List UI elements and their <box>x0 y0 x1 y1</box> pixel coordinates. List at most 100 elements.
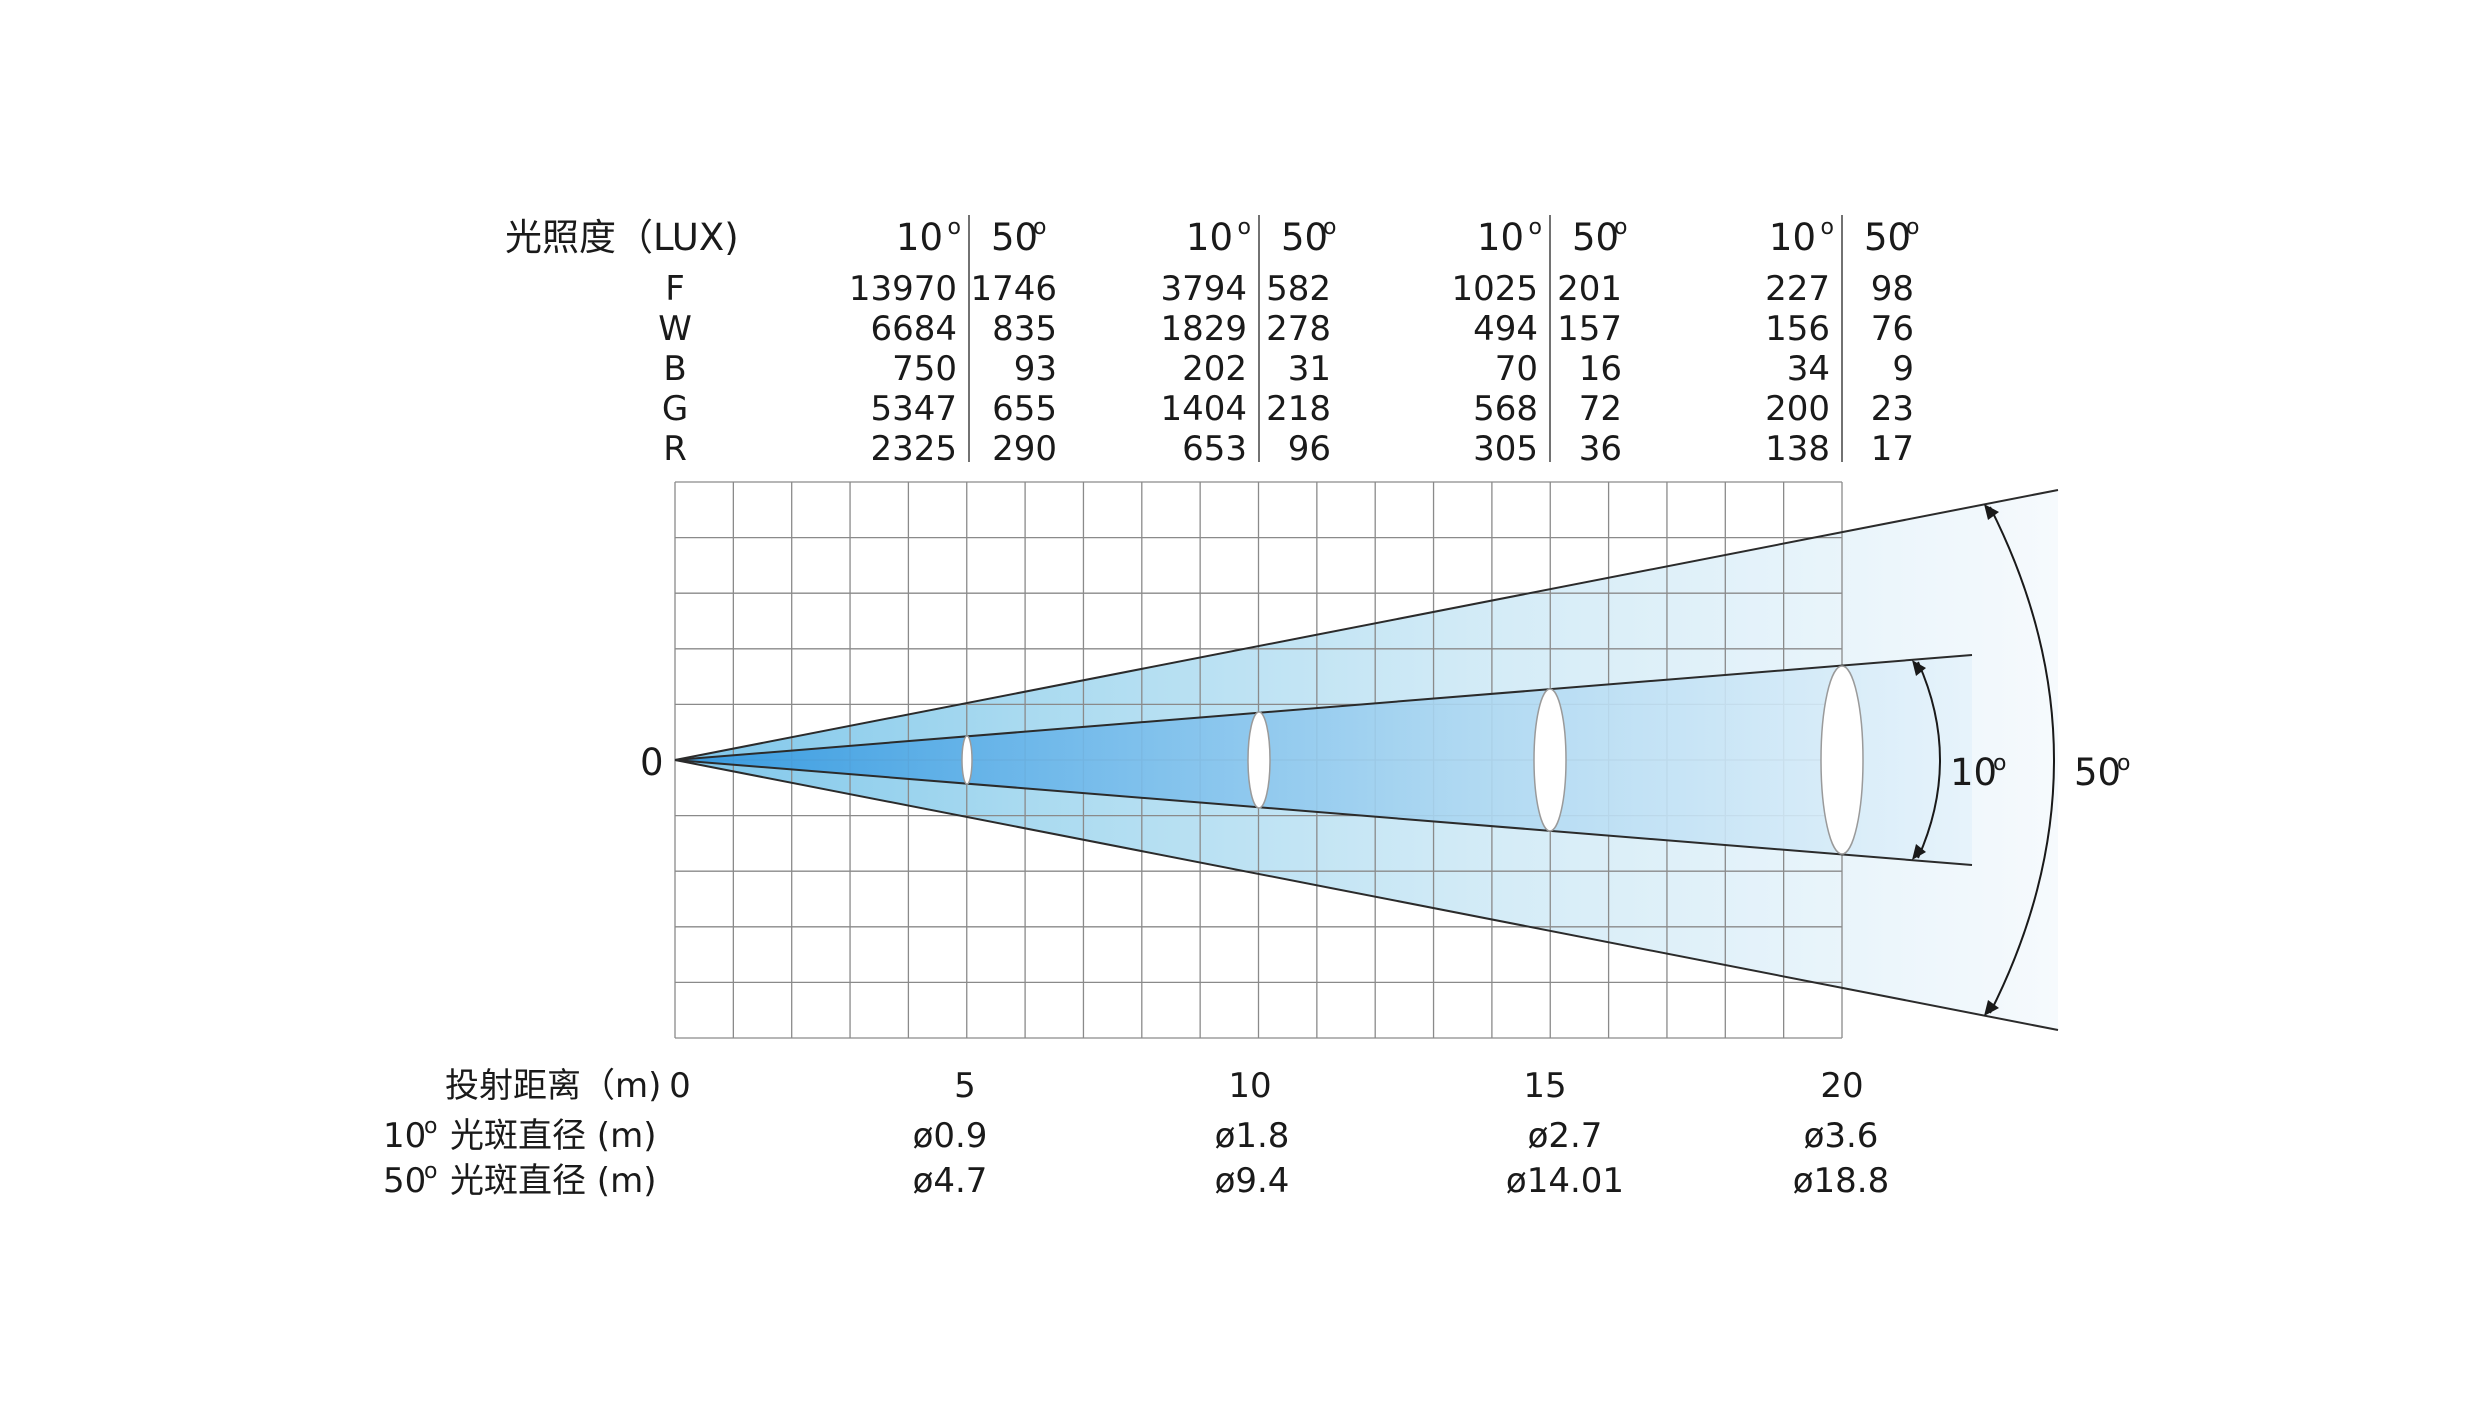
row-label: R <box>663 429 687 469</box>
header-narrow: 10 <box>896 216 943 259</box>
svg-text:o: o <box>2117 751 2130 776</box>
svg-text:10: 10 <box>383 1116 426 1156</box>
lux-narrow-value: 34 <box>1787 349 1830 389</box>
narrow-angle-arrow-top <box>1912 660 1926 676</box>
wide-beam-upper-edge <box>674 489 2059 761</box>
lux-narrow-value: 1025 <box>1451 269 1538 309</box>
svg-text:光斑直径 (m): 光斑直径 (m) <box>450 1116 656 1156</box>
header-degree-mark: o <box>1906 215 1919 240</box>
header-degree-mark: o <box>1033 215 1046 240</box>
spot-ellipse-5m <box>961 735 973 785</box>
lux-wide-value: 1746 <box>970 269 1057 309</box>
spot-narrow-value: ø2.7 <box>1528 1116 1603 1156</box>
lux-narrow-value: 494 <box>1473 309 1538 349</box>
header-wide: 50 <box>1281 216 1328 259</box>
lux-narrow-value: 70 <box>1495 349 1538 389</box>
lux-wide-value: 157 <box>1557 309 1622 349</box>
spot-narrow-value: ø3.6 <box>1804 1116 1879 1156</box>
header-degree-mark: o <box>1529 215 1542 240</box>
lux-narrow-value: 305 <box>1473 429 1538 469</box>
lux-wide-value: 16 <box>1579 349 1622 389</box>
lux-wide-value: 835 <box>992 309 1057 349</box>
spot-wide-value: ø18.8 <box>1793 1161 1890 1201</box>
header-wide: 50 <box>991 216 1038 259</box>
spot-ellipse-20m <box>1820 665 1864 855</box>
narrow-angle-label: 10 o <box>1950 751 2006 794</box>
wide-angle-label: 50 o <box>2074 751 2130 794</box>
narrow-beam-cone <box>675 655 1972 865</box>
wide-angle-arc <box>1989 506 2055 1014</box>
distance-tick: 20 <box>1820 1066 1863 1106</box>
header-degree-mark: o <box>1323 215 1336 240</box>
header-degree-mark: o <box>1238 215 1251 240</box>
lux-narrow-value: 653 <box>1182 429 1247 469</box>
lux-narrow-value: 3794 <box>1160 269 1247 309</box>
lux-wide-value: 72 <box>1579 389 1622 429</box>
lux-wide-value: 9 <box>1892 349 1914 389</box>
lux-wide-value: 290 <box>992 429 1057 469</box>
narrow-beam-lower-edge <box>674 759 1973 866</box>
lux-narrow-value: 568 <box>1473 389 1538 429</box>
spot-wide-label: 50 o 光斑直径 (m) <box>383 1159 656 1201</box>
svg-text:10: 10 <box>1950 751 1997 794</box>
row-label: G <box>662 389 688 429</box>
lux-wide-value: 582 <box>1266 269 1331 309</box>
spot-wide-value: ø14.01 <box>1506 1161 1624 1201</box>
lux-narrow-value: 13970 <box>849 269 957 309</box>
lux-wide-value: 36 <box>1579 429 1622 469</box>
wide-angle-arrow-bottom <box>1984 1000 1999 1016</box>
distance-tick: 15 <box>1523 1066 1566 1106</box>
header-narrow: 10 <box>1769 216 1816 259</box>
header-degree-mark: o <box>1614 215 1627 240</box>
lux-narrow-value: 6684 <box>870 309 957 349</box>
illuminance-values: 1397066847505347232517468359365529037941… <box>849 269 1914 469</box>
distance-tick: 10 <box>1228 1066 1271 1106</box>
svg-text:50: 50 <box>2074 751 2121 794</box>
spot-wide-values: ø4.7 ø9.4 ø14.01 ø18.8 <box>913 1161 1890 1201</box>
spot-narrow-value: ø0.9 <box>913 1116 988 1156</box>
lux-narrow-value: 1404 <box>1160 389 1247 429</box>
header-narrow: 10 <box>1477 216 1524 259</box>
narrow-angle-arrow-bottom <box>1912 844 1926 860</box>
distance-tick-labels: 0 5 10 15 20 <box>669 1066 1863 1106</box>
row-label: W <box>658 309 692 349</box>
spot-ellipses <box>961 665 1864 855</box>
lux-narrow-value: 200 <box>1765 389 1830 429</box>
lux-wide-value: 98 <box>1871 269 1914 309</box>
spot-narrow-label: 10 o 光斑直径 (m) <box>383 1114 656 1156</box>
distance-tick: 0 <box>669 1066 691 1106</box>
narrow-beam-upper-edge <box>674 654 1973 761</box>
lux-wide-value: 31 <box>1288 349 1331 389</box>
lux-wide-value: 655 <box>992 389 1057 429</box>
svg-text:o: o <box>424 1159 437 1184</box>
lux-wide-value: 278 <box>1266 309 1331 349</box>
origin-label: 0 <box>640 741 664 784</box>
row-label: F <box>665 269 685 309</box>
spot-ellipse-15m <box>1533 688 1567 832</box>
wide-angle-arrow-top <box>1984 504 1999 520</box>
lux-narrow-value: 156 <box>1765 309 1830 349</box>
illuminance-column-dividers <box>968 215 1843 462</box>
spot-wide-value: ø9.4 <box>1215 1161 1290 1201</box>
svg-text:50: 50 <box>383 1161 426 1201</box>
lux-narrow-value: 1829 <box>1160 309 1247 349</box>
spot-wide-value: ø4.7 <box>913 1161 988 1201</box>
lux-wide-value: 17 <box>1871 429 1914 469</box>
row-label: B <box>663 349 686 389</box>
wide-beam-lower-edge <box>674 759 2059 1031</box>
svg-text:o: o <box>1993 751 2006 776</box>
lux-wide-value: 201 <box>1557 269 1622 309</box>
lux-wide-value: 96 <box>1288 429 1331 469</box>
svg-text:光斑直径 (m): 光斑直径 (m) <box>450 1161 656 1201</box>
spot-ellipse-10m <box>1247 711 1271 809</box>
lux-wide-value: 218 <box>1266 389 1331 429</box>
spot-narrow-values: ø0.9 ø1.8 ø2.7 ø3.6 <box>913 1116 1879 1156</box>
lux-wide-value: 93 <box>1014 349 1057 389</box>
svg-text:o: o <box>424 1114 437 1139</box>
lux-narrow-value: 750 <box>892 349 957 389</box>
header-narrow: 10 <box>1186 216 1233 259</box>
lux-narrow-value: 138 <box>1765 429 1830 469</box>
distance-label: 投射距离（m) <box>445 1066 661 1106</box>
lux-wide-value: 23 <box>1871 389 1914 429</box>
